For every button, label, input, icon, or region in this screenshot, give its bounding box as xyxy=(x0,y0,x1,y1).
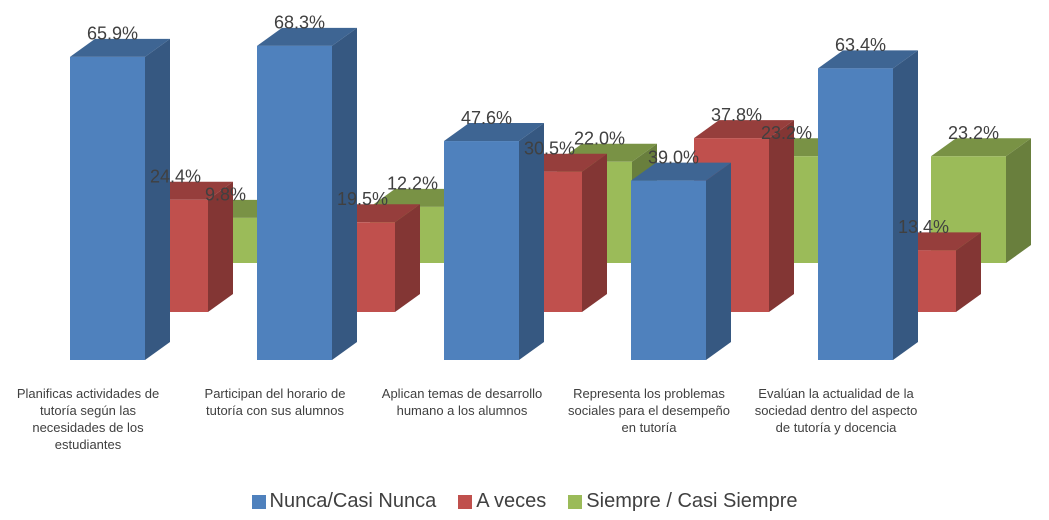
x-tick-label: Aplican temas de desarrollo humano a los… xyxy=(381,386,543,418)
legend-swatch xyxy=(251,494,266,509)
bar-side xyxy=(145,38,170,361)
bar xyxy=(257,27,357,360)
bar-top xyxy=(444,123,544,142)
data-label: 22.0% xyxy=(574,129,625,149)
bar-side xyxy=(706,162,731,360)
data-label: 65.9% xyxy=(87,24,138,44)
bar-top xyxy=(818,50,918,69)
bar-front xyxy=(444,141,519,360)
bar-side xyxy=(956,232,981,312)
bar-side xyxy=(332,27,357,360)
data-label: 39.0% xyxy=(648,147,699,167)
bar-front xyxy=(631,180,706,360)
bar-side xyxy=(582,153,607,312)
bar-side xyxy=(395,204,420,312)
legend: Nunca/Casi Nunca A veces Siempre / Casi Si… xyxy=(0,490,1049,513)
data-label: 24.4% xyxy=(150,167,201,187)
data-label: 23.2% xyxy=(761,123,812,143)
data-label: 12.2% xyxy=(387,174,438,194)
bar-top xyxy=(694,120,794,139)
legend-item: Nunca/Casi Nunca xyxy=(251,490,437,513)
bar-side xyxy=(769,120,794,313)
bar-top xyxy=(631,162,731,181)
bar-side xyxy=(893,50,918,361)
x-tick-label: Representa los problemas sociales para e… xyxy=(568,386,730,435)
data-label: 47.6% xyxy=(461,108,512,128)
data-label: 37.8% xyxy=(711,105,762,125)
data-label: 23.2% xyxy=(948,123,999,143)
bar xyxy=(133,181,233,312)
bar-top xyxy=(931,138,1031,157)
legend-label: Nunca/Casi Nunca xyxy=(269,490,437,512)
legend-item: A veces xyxy=(458,490,546,513)
data-label: 13.4% xyxy=(898,217,949,237)
bar xyxy=(444,123,544,360)
data-label: 9.8% xyxy=(205,185,246,205)
plot: 65.9% 68.3% 47.6% 39.0% 63.4% 24.4% 19.5% 30.5%… xyxy=(70,13,1031,361)
bar-side xyxy=(208,181,233,312)
bar xyxy=(631,162,731,360)
data-label: 30.5% xyxy=(524,138,575,158)
data-label: 19.5% xyxy=(337,189,388,209)
bar-side xyxy=(519,123,544,360)
x-tick-label: Evalúan la actualidad de la sociedad den… xyxy=(754,386,918,435)
legend-swatch xyxy=(568,494,583,509)
x-tick-label: Participan del horario de tutoría con su… xyxy=(204,386,346,418)
bar xyxy=(818,50,918,361)
bar-top xyxy=(257,27,357,46)
bar-top xyxy=(70,38,170,57)
bar-front xyxy=(70,56,145,361)
bar xyxy=(70,38,170,361)
x-tick-label: Planificas actividades de tutoría según … xyxy=(16,386,160,452)
legend-item: Siempre / Casi Siempre xyxy=(568,490,797,513)
data-label: 63.4% xyxy=(835,35,886,55)
bar-front xyxy=(818,68,893,361)
bar-side xyxy=(1006,138,1031,263)
bar-front xyxy=(257,45,332,360)
legend-label: Siempre / Casi Siempre xyxy=(586,490,798,512)
data-label: 68.3% xyxy=(274,13,325,33)
legend-swatch xyxy=(458,494,473,509)
legend-label: A veces xyxy=(476,490,547,512)
